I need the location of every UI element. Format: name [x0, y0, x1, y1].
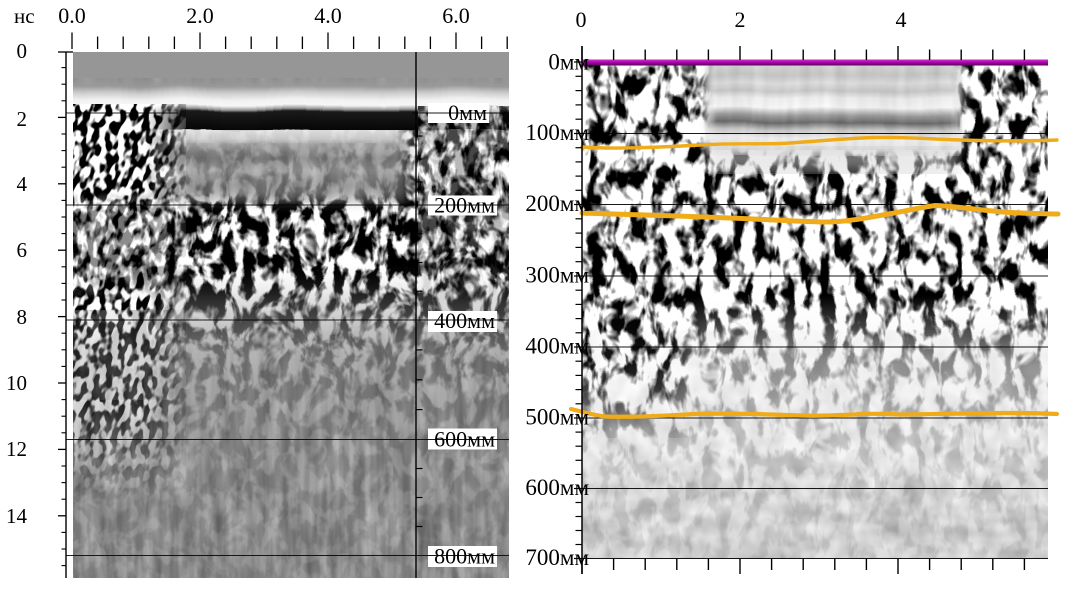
svg-text:0.0: 0.0	[58, 3, 86, 28]
svg-text:0мм: 0мм	[548, 50, 589, 75]
svg-text:400мм: 400мм	[434, 308, 495, 333]
svg-text:200мм: 200мм	[434, 193, 495, 218]
svg-text:10: 10	[6, 371, 27, 395]
svg-text:0мм: 0мм	[448, 100, 487, 125]
svg-text:400мм: 400мм	[525, 334, 589, 359]
svg-text:6: 6	[17, 238, 28, 262]
svg-text:500мм: 500мм	[525, 405, 589, 430]
svg-text:нс: нс	[14, 4, 35, 28]
svg-text:0: 0	[17, 39, 28, 63]
svg-text:12: 12	[6, 437, 27, 461]
svg-text:2.0: 2.0	[186, 3, 214, 28]
svg-text:700мм: 700мм	[525, 545, 589, 570]
svg-text:6.0: 6.0	[442, 3, 470, 28]
svg-text:800мм: 800мм	[434, 544, 495, 569]
svg-text:200мм: 200мм	[525, 191, 589, 216]
svg-text:4: 4	[896, 7, 907, 32]
svg-text:600мм: 600мм	[525, 475, 589, 500]
svg-text:2: 2	[17, 107, 28, 131]
svg-text:14: 14	[6, 504, 28, 528]
svg-text:600мм: 600мм	[434, 427, 495, 452]
svg-text:300мм: 300мм	[525, 263, 589, 288]
svg-text:8: 8	[17, 305, 28, 329]
svg-text:100мм: 100мм	[525, 120, 589, 145]
svg-text:2: 2	[735, 7, 746, 32]
svg-text:0: 0	[576, 7, 587, 32]
svg-text:4: 4	[17, 172, 28, 196]
svg-text:4.0: 4.0	[314, 3, 342, 28]
